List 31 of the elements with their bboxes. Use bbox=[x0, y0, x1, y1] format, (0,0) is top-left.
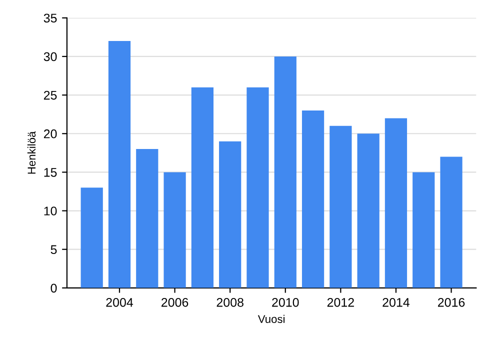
bar bbox=[80, 188, 103, 288]
bar bbox=[136, 149, 158, 288]
x-tick-label: 2010 bbox=[272, 298, 299, 307]
y-tick-label: 0 bbox=[50, 284, 57, 293]
bar bbox=[274, 56, 296, 288]
bar bbox=[302, 110, 324, 288]
y-tick-label: 30 bbox=[44, 52, 57, 62]
x-tick-label: 2004 bbox=[106, 298, 134, 307]
y-tick-label: 25 bbox=[44, 90, 57, 100]
y-axis-title: Henkilöä bbox=[27, 131, 36, 174]
bar bbox=[108, 41, 131, 288]
x-tick-label: 2008 bbox=[216, 298, 244, 307]
bar bbox=[164, 172, 186, 288]
x-tick-label: 2012 bbox=[327, 298, 354, 307]
y-tick-label: 5 bbox=[50, 245, 57, 254]
bar bbox=[384, 118, 408, 288]
bar bbox=[330, 126, 352, 288]
bar bbox=[219, 141, 242, 288]
bar bbox=[412, 172, 435, 288]
bar bbox=[440, 156, 462, 288]
bar bbox=[246, 87, 269, 288]
x-tick-label: 2016 bbox=[438, 298, 465, 307]
y-tick-label: 35 bbox=[44, 14, 57, 23]
y-tick-label: 15 bbox=[44, 168, 57, 177]
x-tick-label: 2006 bbox=[162, 298, 188, 307]
y-tick-label: 10 bbox=[44, 206, 57, 216]
x-axis-title: Vuosi bbox=[258, 314, 284, 324]
bar bbox=[357, 134, 380, 288]
bar bbox=[191, 87, 214, 288]
y-tick-label: 20 bbox=[44, 129, 57, 138]
x-tick-label: 2014 bbox=[382, 298, 410, 307]
